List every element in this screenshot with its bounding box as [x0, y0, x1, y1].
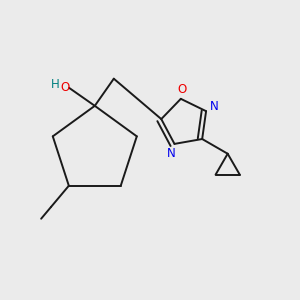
Text: N: N	[210, 100, 219, 113]
Text: O: O	[60, 81, 69, 94]
Text: O: O	[178, 83, 187, 96]
Text: H: H	[51, 78, 60, 92]
Text: N: N	[167, 147, 176, 160]
